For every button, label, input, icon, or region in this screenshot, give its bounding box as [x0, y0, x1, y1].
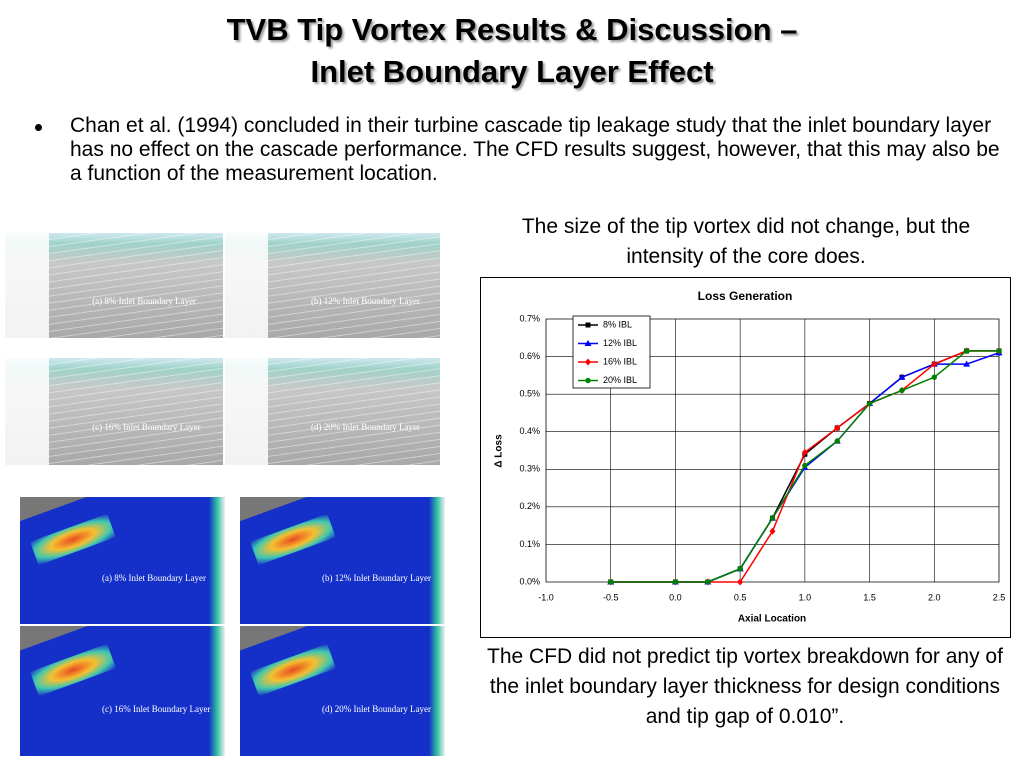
y-axis-label: Δ Loss	[494, 434, 505, 468]
contour-image: (d) 20% Inlet Boundary Layer	[240, 626, 445, 756]
marker	[931, 360, 938, 368]
marker	[585, 377, 591, 384]
x-tick-label: 1.0	[799, 592, 812, 602]
legend-label: 20% IBL	[603, 375, 637, 385]
y-tick-label: 0.7%	[519, 313, 540, 323]
marker	[834, 424, 841, 432]
image-label: (c) 16% Inlet Boundary Layer	[102, 704, 211, 714]
slide-title: TVB Tip Vortex Results & Discussion –	[226, 12, 798, 47]
marker	[585, 358, 591, 366]
marker	[996, 348, 1002, 354]
chart: Loss Generation Axial Location Δ Loss 0.…	[480, 277, 1011, 638]
marker	[834, 438, 840, 444]
legend-label: 8% IBL	[603, 319, 632, 329]
legend-label: 16% IBL	[603, 356, 637, 366]
series-line	[610, 350, 999, 583]
y-tick-label: 0.3%	[519, 464, 540, 474]
contour-image: (a) 8% Inlet Boundary Layer	[20, 497, 225, 624]
marker	[963, 360, 971, 367]
marker	[672, 579, 679, 585]
chart-title: Loss Generation	[698, 289, 793, 303]
marker	[705, 579, 711, 585]
marker	[931, 374, 937, 380]
x-tick-label: 2.0	[928, 592, 941, 602]
bullet-marker	[35, 124, 42, 131]
marker	[769, 515, 776, 521]
x-tick-label: 0.0	[669, 592, 682, 602]
marker	[802, 462, 808, 469]
image-label: (a) 8% Inlet Boundary Layer	[92, 296, 197, 306]
marker	[585, 322, 591, 328]
image-label: (d) 20% Inlet Boundary Layer	[322, 704, 431, 714]
legend-label: 12% IBL	[603, 338, 637, 348]
marker	[769, 527, 776, 535]
y-tick-label: 0.6%	[519, 351, 540, 361]
image-label: (a) 8% Inlet Boundary Layer	[102, 573, 206, 584]
x-axis-label: Axial Location	[738, 614, 806, 625]
image-label: (c) 16% Inlet Boundary Layer	[92, 422, 201, 433]
marker	[737, 566, 743, 572]
caption: The size of the tip vortex did not chang…	[521, 215, 971, 268]
x-tick-label: 2.5	[993, 592, 1006, 602]
marker	[899, 387, 905, 394]
marker	[963, 348, 970, 354]
marker	[608, 579, 614, 585]
marker	[737, 578, 744, 586]
image-label: (b) 12% Inlet Boundary Layer	[311, 296, 420, 306]
image-label: (b) 12% Inlet Boundary Layer	[322, 573, 431, 584]
y-tick-label: 0.5%	[519, 389, 540, 399]
bullet-text: Chan et al. (1994) concluded in their tu…	[70, 114, 1000, 185]
x-tick-label: 0.5	[734, 592, 747, 602]
marker	[866, 400, 873, 407]
marker	[898, 373, 906, 380]
y-tick-label: 0.1%	[519, 539, 540, 549]
contour-image: (c) 16% Inlet Boundary Layer	[20, 626, 225, 756]
streamline-image: (a) 8% Inlet Boundary Layer	[5, 233, 223, 338]
y-tick-label: 0.0%	[519, 576, 540, 586]
legend-box	[572, 315, 651, 389]
image-label: (d) 20% Inlet Boundary Layer	[311, 422, 420, 433]
slide-title: Inlet Boundary Layer Effect	[310, 54, 714, 89]
contour-image: (b) 12% Inlet Boundary Layer	[240, 497, 445, 624]
marker	[801, 448, 808, 456]
streamline-image: (b) 12% Inlet Boundary Layer	[225, 233, 440, 338]
x-tick-label: 1.5	[863, 592, 876, 602]
streamline-image: (c) 16% Inlet Boundary Layer	[5, 358, 223, 465]
x-tick-label: -0.5	[603, 592, 619, 602]
y-tick-label: 0.2%	[519, 501, 540, 511]
x-tick-label: -1.0	[538, 592, 554, 602]
marker	[584, 340, 592, 346]
streamline-image: (d) 20% Inlet Boundary Layer	[225, 358, 440, 465]
y-tick-label: 0.4%	[519, 426, 540, 436]
caption: The CFD did not predict tip vortex break…	[487, 645, 1003, 728]
